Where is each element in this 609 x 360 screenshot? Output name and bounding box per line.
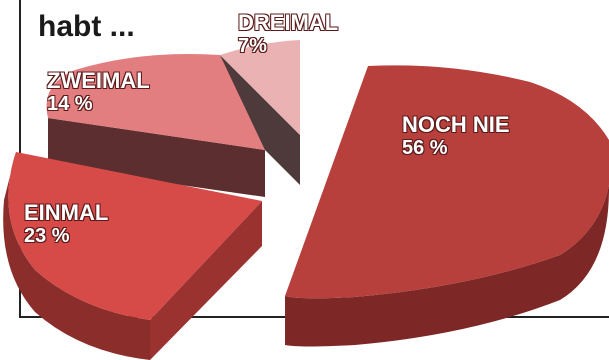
slice-value: 14 % bbox=[47, 93, 93, 116]
slice-value: 7% bbox=[238, 35, 267, 58]
pie-slice-einmal bbox=[3, 152, 263, 360]
chart-title: habt ... bbox=[38, 10, 135, 43]
slice-name: DREIMAL bbox=[238, 10, 339, 35]
slice-label-dreimal: DREIMAL 7% bbox=[238, 10, 338, 58]
slice-name: EINMAL bbox=[24, 200, 109, 225]
slice-name: NOCH NIE bbox=[402, 112, 510, 137]
slice-label-einmal: EINMAL 23 % bbox=[24, 200, 108, 248]
slice-label-zweimal: ZWEIMAL 14 % bbox=[47, 68, 150, 116]
pie-slice-noch-nie bbox=[285, 65, 609, 347]
slice-value: 23 % bbox=[24, 225, 70, 248]
pie-slice-zweimal bbox=[46, 54, 265, 197]
slice-label-noch-nie: NOCH NIE 56 % bbox=[402, 112, 510, 160]
pie-slice-dreimal bbox=[220, 40, 300, 185]
slice-name: ZWEIMAL bbox=[47, 68, 150, 93]
slice-value: 56 % bbox=[402, 137, 448, 160]
